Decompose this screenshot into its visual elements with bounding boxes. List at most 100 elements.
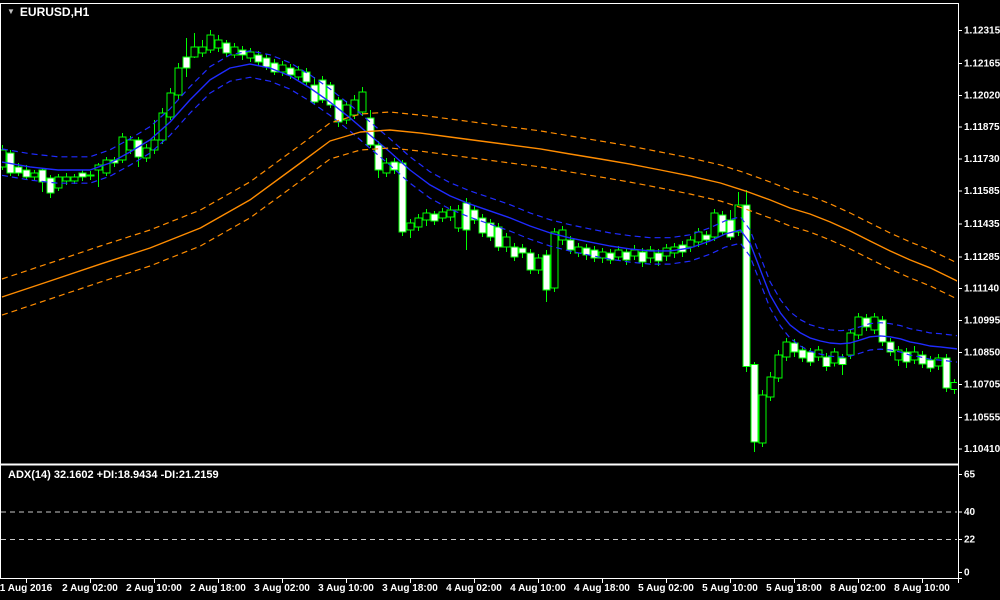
overlay-slow-ma-envelope	[1, 111, 957, 316]
svg-text:1.12315: 1.12315	[964, 26, 1000, 37]
candle	[798, 349, 807, 359]
candle	[806, 351, 815, 363]
candle	[654, 252, 663, 262]
svg-text:4 Aug 02:00: 4 Aug 02:00	[446, 583, 502, 594]
candle	[214, 39, 223, 49]
candle	[222, 42, 231, 54]
candle	[926, 359, 935, 369]
candle	[630, 249, 639, 257]
candle	[838, 357, 847, 366]
svg-text:8 Aug 02:00: 8 Aug 02:00	[830, 583, 886, 594]
svg-text:1.12165: 1.12165	[964, 58, 1000, 69]
candle	[614, 249, 623, 258]
candle	[718, 214, 727, 233]
overlay-fast-ma-envelope	[1, 50, 957, 363]
candle	[862, 317, 871, 328]
candle	[302, 71, 311, 83]
candle	[174, 67, 183, 96]
candle	[350, 99, 359, 116]
svg-text:1.12020: 1.12020	[964, 90, 1000, 101]
adx-indicator-label: ADX(14) 32.1602 +DI:18.9434 -DI:21.2159	[8, 469, 219, 481]
candle	[166, 92, 175, 118]
candle	[438, 211, 447, 219]
candle	[270, 62, 279, 73]
chevron-down-icon[interactable]: ▼	[7, 7, 15, 16]
candle	[150, 139, 159, 151]
adx-panel[interactable]: 65 40 22 0	[1, 469, 976, 579]
candle	[182, 56, 191, 69]
candle	[398, 162, 407, 233]
candle	[878, 319, 887, 343]
svg-text:40: 40	[964, 507, 976, 518]
candle	[142, 147, 151, 159]
candle	[62, 176, 71, 182]
candle	[294, 69, 303, 78]
candle	[510, 246, 519, 258]
candle	[710, 212, 719, 238]
candle	[78, 172, 87, 178]
svg-text:22: 22	[964, 534, 976, 545]
svg-text:5 Aug 18:00: 5 Aug 18:00	[766, 583, 822, 594]
candle	[22, 169, 31, 178]
candle	[198, 46, 207, 54]
time-axis[interactable]: 1 Aug 2016 2 Aug 02:00 2 Aug 10:00 2 Aug 18…	[0, 578, 950, 594]
chart-frame	[0, 3, 962, 583]
svg-text:2 Aug 10:00: 2 Aug 10:00	[126, 583, 182, 594]
candle	[118, 136, 127, 161]
svg-text:3 Aug 18:00: 3 Aug 18:00	[382, 583, 438, 594]
svg-text:1.11875: 1.11875	[964, 122, 1000, 133]
candle	[470, 209, 479, 221]
svg-text:4 Aug 18:00: 4 Aug 18:00	[574, 583, 630, 594]
candle	[886, 341, 895, 353]
candle	[374, 144, 383, 171]
candle	[646, 249, 655, 259]
candle	[70, 176, 79, 182]
candle	[902, 351, 911, 363]
candle	[326, 84, 335, 106]
candle	[934, 357, 943, 367]
candle	[230, 46, 239, 56]
candle	[494, 226, 503, 248]
candle	[830, 351, 839, 364]
candle	[446, 209, 455, 218]
candle	[518, 247, 527, 254]
candle	[278, 64, 287, 73]
candle	[822, 356, 831, 368]
price-axis[interactable]: 1.12315 1.12165 1.12020 1.11875 1.11730 1.115…	[958, 26, 1000, 456]
candle	[1, 149, 7, 168]
svg-text:1.10850: 1.10850	[964, 347, 1000, 358]
svg-text:8 Aug 10:00: 8 Aug 10:00	[894, 583, 950, 594]
svg-text:5 Aug 10:00: 5 Aug 10:00	[702, 583, 758, 594]
candle	[422, 212, 431, 221]
candle	[382, 162, 391, 174]
svg-text:1.11435: 1.11435	[964, 219, 1000, 230]
candle	[814, 349, 823, 358]
candle	[638, 251, 647, 263]
svg-text:2 Aug 18:00: 2 Aug 18:00	[190, 583, 246, 594]
svg-text:4 Aug 10:00: 4 Aug 10:00	[510, 583, 566, 594]
candle	[286, 67, 295, 76]
candle	[566, 239, 575, 251]
candle	[766, 376, 775, 398]
candle	[246, 51, 255, 59]
candle	[726, 219, 735, 238]
svg-text:3 Aug 02:00: 3 Aug 02:00	[254, 583, 310, 594]
symbol-label[interactable]: ▼ EURUSD,H1	[7, 5, 89, 19]
candle	[454, 209, 463, 229]
candle	[782, 341, 791, 358]
candle	[846, 332, 855, 356]
candle	[590, 249, 599, 259]
candle	[622, 251, 631, 261]
svg-text:1 Aug 2016: 1 Aug 2016	[0, 583, 53, 594]
candle	[486, 222, 495, 238]
candle	[534, 257, 543, 271]
candle	[582, 247, 591, 256]
candle	[774, 354, 783, 379]
svg-text:1.10705: 1.10705	[964, 379, 1000, 390]
candle	[254, 54, 263, 63]
candle	[190, 46, 199, 58]
candle	[702, 234, 711, 241]
svg-text:1.11730: 1.11730	[964, 154, 1000, 165]
